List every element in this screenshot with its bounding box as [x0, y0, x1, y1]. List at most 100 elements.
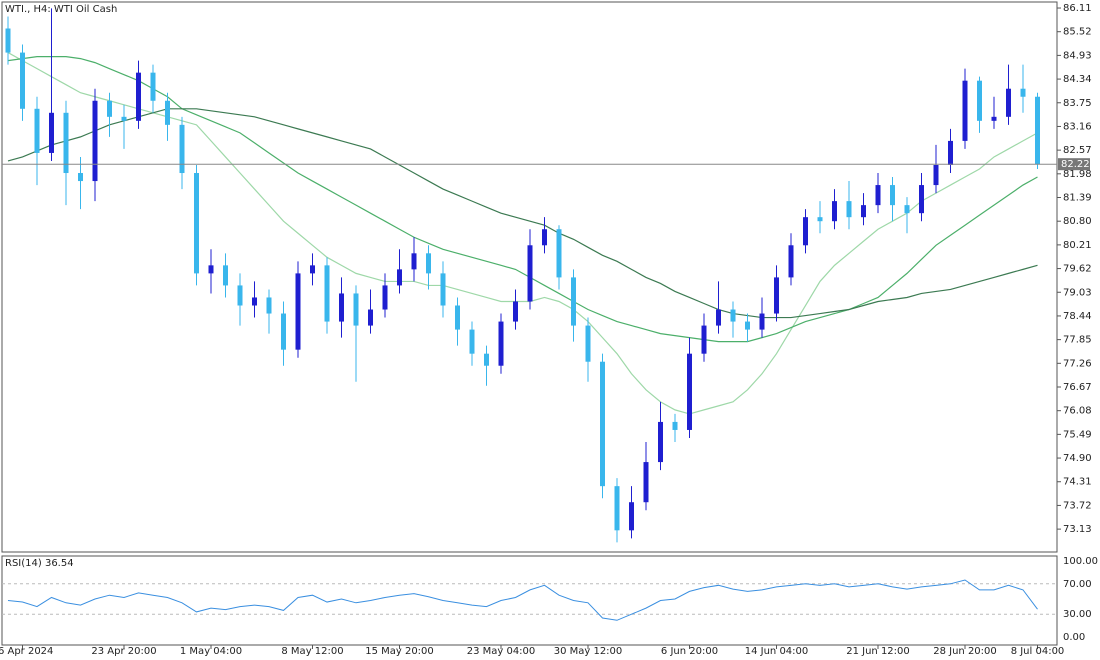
moving-average	[7, 55, 1038, 343]
rsi-frame	[1, 555, 1058, 646]
y-tick-label: 78.44	[1063, 311, 1092, 322]
y-tick-label: 79.62	[1063, 264, 1092, 275]
candle-body	[919, 185, 924, 214]
candle-body	[208, 265, 214, 274]
y-tick-label: 77.26	[1063, 358, 1092, 369]
candle-body	[948, 140, 953, 165]
y-tick-label: 81.39	[1063, 193, 1092, 204]
candle-body	[658, 421, 663, 463]
x-tick-label: 15 May 20:00	[365, 646, 434, 657]
y-tick-label: 84.93	[1063, 50, 1092, 61]
moving-average	[7, 108, 1038, 319]
y-tick-label: 74.90	[1063, 453, 1092, 464]
candle-body	[774, 277, 779, 314]
candle-body	[1020, 88, 1026, 97]
y-tick-label: 30.00	[1063, 609, 1092, 620]
y-tick-label: 76.67	[1063, 382, 1092, 393]
candle-body	[92, 100, 98, 182]
candle-body	[571, 277, 576, 326]
candle-body	[614, 486, 620, 531]
candle-body	[397, 269, 402, 286]
candle-body	[469, 329, 475, 354]
candle-body	[34, 108, 40, 153]
candle-body	[339, 293, 344, 322]
candle-body	[136, 72, 141, 121]
candle-body	[542, 229, 547, 246]
candle-body	[281, 313, 286, 350]
candle-body	[730, 309, 736, 322]
x-tick-label: 8 May 12:00	[281, 646, 343, 657]
candle-body	[310, 265, 315, 274]
candle-body	[962, 80, 968, 141]
candle-body	[223, 265, 228, 286]
candle-body	[759, 313, 765, 330]
y-tick-label: 79.03	[1063, 287, 1092, 298]
candle-body	[20, 52, 25, 109]
candle-body	[165, 100, 170, 125]
candle-body	[63, 112, 69, 174]
candle-body	[716, 309, 721, 326]
x-tick-label: 14 Jun 04:00	[745, 646, 809, 657]
y-tick-label: 100.00	[1063, 556, 1098, 567]
candle-body	[832, 201, 837, 222]
candle-body	[600, 361, 605, 487]
rsi-line	[7, 579, 1038, 621]
candle-body	[150, 72, 156, 101]
candle-body	[484, 353, 489, 366]
y-tick-label: 75.49	[1063, 429, 1092, 440]
candle-body	[745, 321, 750, 330]
candle-body	[1035, 96, 1040, 165]
candle-body	[991, 116, 997, 121]
y-tick-label: 0.00	[1063, 632, 1085, 643]
candle-body	[5, 28, 11, 53]
y-tick-label: 77.85	[1063, 335, 1092, 346]
candle-body	[643, 462, 649, 503]
y-tick-label: 86.11	[1063, 3, 1092, 14]
candle-body	[411, 253, 417, 270]
candle-body	[382, 285, 388, 310]
candle-body	[890, 185, 895, 206]
current-price-label: 82.22	[1061, 159, 1090, 170]
candle-body	[237, 285, 243, 306]
y-tick-label: 70.00	[1063, 579, 1092, 590]
candle-body	[933, 164, 939, 186]
rsi-title: RSI(14) 36.54	[5, 558, 74, 569]
y-tick-label: 82.57	[1063, 145, 1092, 156]
candle-body	[498, 321, 504, 366]
y-tick-label: 81.98	[1063, 169, 1092, 180]
candle-body	[527, 245, 533, 302]
candle-body	[295, 273, 301, 350]
candle-body	[353, 293, 359, 326]
y-tick-label: 73.72	[1063, 500, 1092, 511]
candle-body	[875, 185, 881, 206]
candle-body	[107, 100, 112, 117]
y-tick-label: 84.34	[1063, 74, 1092, 85]
candle-body	[803, 217, 808, 246]
candle-body	[513, 301, 518, 322]
y-tick-label: 83.75	[1063, 98, 1092, 109]
candle-body	[121, 116, 127, 121]
candle-body	[1006, 88, 1011, 117]
x-tick-label: 16 Apr 2024	[0, 646, 53, 657]
candle-body	[817, 217, 823, 222]
x-tick-label: 30 May 12:00	[554, 646, 623, 657]
candle-body	[252, 297, 257, 306]
y-tick-label: 83.16	[1063, 121, 1092, 132]
candle-body	[701, 325, 707, 354]
current-price-box	[1058, 158, 1090, 171]
y-tick-label: 85.52	[1063, 27, 1092, 38]
candle-body	[179, 124, 185, 174]
candle-body	[977, 80, 982, 121]
candle-body	[426, 253, 431, 274]
y-tick-label: 80.21	[1063, 240, 1092, 251]
y-tick-label: 76.08	[1063, 406, 1092, 417]
price-frame	[1, 1, 1058, 553]
candle-body	[629, 502, 634, 531]
candle-body	[49, 112, 54, 153]
y-tick-label: 74.31	[1063, 477, 1092, 488]
candle-body	[788, 245, 794, 278]
candle-body	[78, 173, 83, 182]
x-tick-label: 1 May 04:00	[180, 646, 242, 657]
candle-body	[455, 305, 460, 330]
